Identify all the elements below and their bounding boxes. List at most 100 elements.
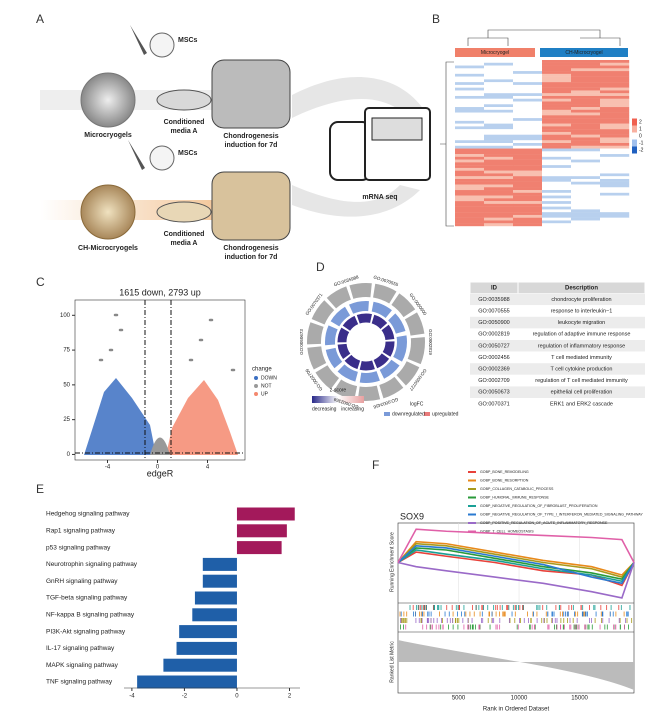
table-cell: GO:0002709 [478,378,510,384]
heatmap-cell [542,220,572,224]
heatmap-cell [455,159,485,163]
heatmap-cell [600,187,630,191]
heatmap-cell [455,178,485,182]
scale-swatch [632,118,637,126]
heatmap-cell [455,95,485,99]
microcryogel [80,184,136,240]
heatmap-cell [542,187,572,191]
dendrogram [440,61,454,227]
heatmap-cell [484,71,514,75]
heatmap-cell [513,156,543,160]
heatmap-cell [542,98,572,102]
legend-label: GOBP_COLLAGEN_CATABOLIC_PROCESS [480,487,554,491]
ring-label: GO:0002819 [428,329,433,355]
heatmap-cell [484,107,514,110]
not-cloud [150,437,170,455]
legend-title: change [252,367,272,373]
bar [236,541,282,555]
heatmap-cell [484,217,514,221]
table-row [470,363,645,375]
heatmap-cell [513,73,543,77]
heatmap-cell [600,104,630,108]
heatmap-cell [455,79,485,83]
pipette [128,140,145,170]
heatmap-cell [455,84,485,88]
heatmap-cell [571,184,601,188]
heatmap-cell [513,217,543,221]
heatmap-cell [513,195,543,199]
x-tick-label: 5000 [452,696,466,702]
heatmap-cell [513,170,543,174]
heatmap-cell [455,65,485,69]
heatmap-cell [455,145,485,149]
scale-label: -2 [639,147,644,153]
heatmap-cell [571,148,601,152]
heatmap-cell [455,217,485,221]
heatmap-cell [542,131,572,135]
heatmap-cell [542,148,572,152]
heatmap-cell [600,93,630,97]
heatmap-cell [484,84,514,88]
heatmap-cell [600,190,630,193]
heatmap-cell [542,87,572,91]
heatmap-cell [571,220,601,224]
panel-b: Microcryogel CH-Microcryogel 210-1-2 [440,29,644,227]
heatmap-cell [600,145,630,149]
bar [176,641,237,655]
chart-title: SOX9 [400,511,424,521]
heatmap-cell [513,109,543,113]
heatmap-cell [542,173,572,177]
heatmap-cell [542,156,572,160]
heatmap-cell [513,176,543,180]
heatmap-cell [513,145,543,149]
legend-label: decreasing [312,406,337,412]
heatmap-cell [571,71,601,75]
heatmap-cell [571,170,601,174]
heatmap-cell [455,143,485,146]
heatmap-cell [600,148,630,152]
heatmap-cell [513,60,543,63]
flow-arc [292,185,420,217]
msc-dish [149,32,175,58]
heatmap-cell [484,162,514,166]
heatmap-cell [455,93,485,97]
heatmap-cell [455,73,485,77]
heatmap-cell [455,107,485,110]
y-axis-label: Ranked List Metric [389,641,395,683]
heatmap-cell [455,162,485,166]
category-label: Rap1 signaling pathway [46,528,116,535]
heatmap-cell [484,68,514,72]
heatmap-cell [542,181,572,185]
heatmap-cell [455,82,485,86]
heatmap-cell [600,126,630,130]
heatmap-cell [600,101,630,105]
heatmap-cell [513,184,543,188]
heatmap-cell [571,137,601,141]
heatmap-cell [571,176,601,180]
heatmap-cell [600,214,630,218]
heatmap-cell [571,206,601,210]
legend-label: GOBP_NEGATIVE_REGULATION_OF_FIBROBLAST_P… [480,504,598,508]
x-tick-label: -4 [105,465,111,471]
heatmap-cell [484,165,514,169]
heatmap-cell [542,170,572,174]
label: Chondrogenesis induction for 7d [223,133,278,149]
table-cell: epithelial cell proliferation [551,390,613,396]
heatmap-cell [600,118,630,122]
heatmap-cell [542,115,572,119]
heatmap-cell [513,201,543,205]
down-cloud [84,378,156,455]
heatmap-cell [484,60,514,63]
heatmap-cell [455,220,485,224]
scale-label: 1 [639,126,642,132]
legend-label: increasing [341,406,364,412]
scale-swatch [632,146,637,154]
bar [202,557,237,571]
heatmap-cell [542,206,572,210]
heatmap-cell [455,71,485,75]
scale-swatch [632,132,637,140]
heatmap-cell [484,154,514,158]
label-line: Conditioned [164,119,205,126]
y-tick-label: 50 [63,382,70,388]
heatmap-cell [455,187,485,191]
